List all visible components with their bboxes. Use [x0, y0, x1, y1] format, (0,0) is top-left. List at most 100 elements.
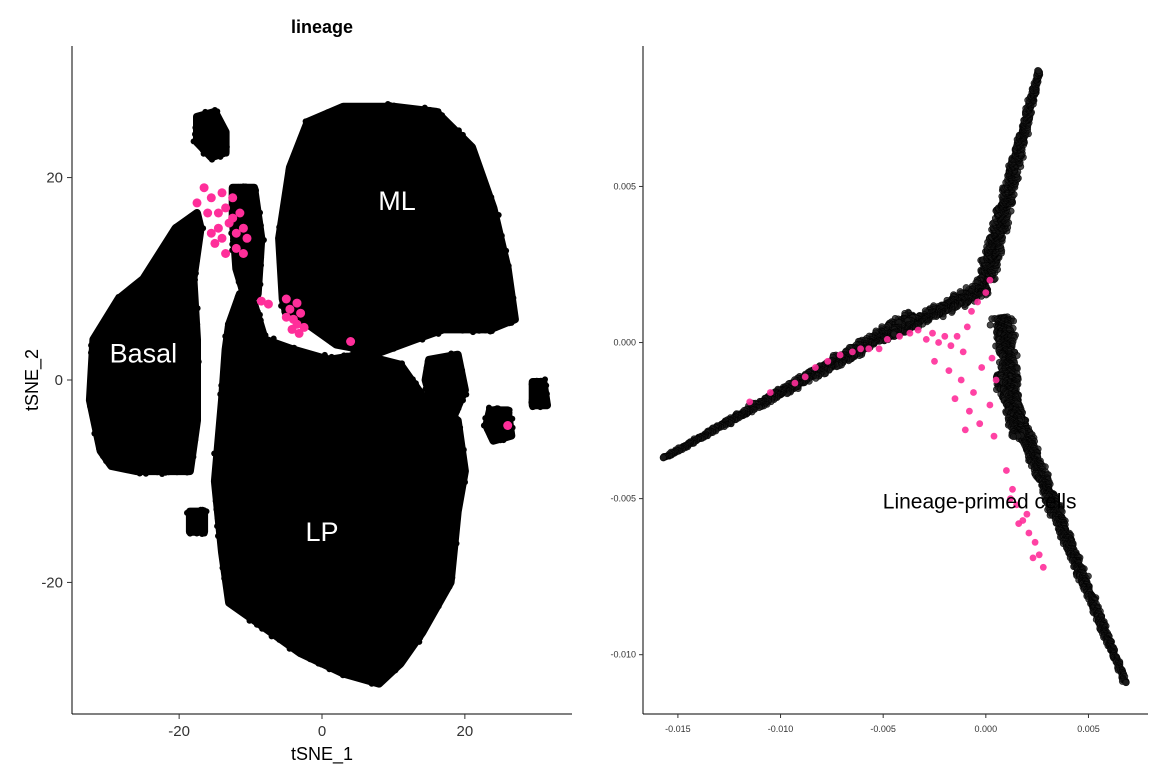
cell-point	[278, 219, 285, 226]
cell-point	[88, 349, 94, 356]
cell-point	[300, 133, 307, 140]
cell-point	[455, 127, 462, 134]
cell-point	[91, 408, 98, 415]
y-tick-label: 20	[46, 170, 63, 187]
cell-point	[498, 232, 505, 239]
primed-cell-point	[256, 296, 266, 306]
cell-point	[194, 407, 201, 414]
cell-point	[233, 253, 240, 260]
cell-point	[257, 317, 264, 324]
primed-cell-point	[206, 228, 216, 238]
cell-point	[195, 122, 202, 129]
cell-point	[430, 399, 437, 406]
cell-point	[88, 372, 95, 379]
cell-point	[112, 307, 119, 314]
cell-point	[390, 345, 397, 352]
cell-point	[402, 653, 409, 659]
cell-point	[219, 556, 226, 563]
cell-point	[158, 247, 165, 253]
cell-point	[424, 616, 431, 623]
cell-point	[276, 258, 283, 265]
cell-point	[280, 289, 286, 296]
cell-point	[446, 583, 453, 590]
cell-point	[195, 358, 202, 365]
cell-point	[453, 509, 460, 516]
cell-point	[367, 105, 374, 111]
cell-point	[128, 467, 135, 474]
y-axis-title: tSNE_2	[22, 349, 43, 411]
cell-point	[219, 541, 226, 548]
cell-point	[509, 415, 516, 422]
cell-point	[451, 527, 458, 534]
cell-point	[406, 337, 413, 343]
cell-point	[394, 661, 401, 668]
cell-point	[510, 295, 517, 301]
cell-point	[285, 177, 291, 184]
cell-point	[258, 241, 265, 248]
cell-point	[385, 360, 391, 366]
cell-point	[353, 105, 360, 112]
cell-point	[317, 113, 323, 120]
cell-point	[106, 312, 113, 319]
cell-point	[102, 320, 109, 327]
cell-point	[144, 268, 151, 275]
cell-point	[215, 461, 222, 468]
cell-point	[193, 398, 200, 405]
cell-point	[92, 423, 99, 430]
cell-point	[457, 424, 464, 431]
x-tick-label: 0	[318, 723, 326, 740]
cell-point	[279, 274, 286, 281]
primed-cell-point	[213, 208, 223, 218]
cell-point	[221, 360, 228, 367]
trajectory-point-layer	[659, 67, 1130, 687]
cell-point	[507, 290, 514, 297]
cell-point	[218, 419, 224, 426]
cell-point	[190, 313, 197, 319]
cluster-label: Basal	[110, 339, 178, 369]
cell-point	[498, 242, 505, 249]
cell-point	[212, 468, 219, 475]
cell-point	[279, 280, 285, 287]
cell-point	[377, 104, 384, 110]
cell-point	[194, 349, 201, 356]
cell-point	[437, 597, 444, 603]
primed-cell-point	[206, 193, 216, 203]
cell-point	[423, 373, 430, 380]
cell-point	[357, 675, 364, 682]
primed-cell-point	[235, 208, 245, 218]
cell-point	[215, 533, 221, 539]
cell-point	[492, 218, 499, 225]
cell-point	[506, 275, 513, 282]
cell-point	[203, 111, 210, 118]
cell-point	[264, 338, 271, 345]
cell-point	[347, 105, 354, 112]
cell-point	[336, 667, 342, 674]
cell-point	[460, 137, 467, 144]
primed-cell-point	[203, 208, 213, 218]
cell-point	[227, 328, 234, 335]
cell-point	[457, 492, 464, 499]
cell-point	[211, 450, 218, 457]
cell-point	[87, 396, 94, 403]
cell-point	[257, 281, 264, 288]
cell-point	[986, 321, 994, 329]
cell-point	[450, 124, 456, 131]
cell-point	[348, 351, 355, 358]
cell-point	[253, 621, 260, 628]
cell-point	[435, 603, 442, 610]
cell-point	[487, 326, 494, 333]
cell-point	[252, 203, 259, 210]
cell-point	[453, 429, 459, 435]
cell-point	[176, 465, 183, 472]
cell-point	[222, 355, 229, 362]
cell-point	[194, 337, 200, 344]
cell-point	[87, 403, 94, 410]
cell-point	[416, 638, 423, 645]
cell-point	[355, 342, 362, 348]
cell-point	[194, 380, 200, 386]
cell-point	[232, 304, 239, 311]
cell-point	[501, 256, 508, 262]
primed-cell-point	[285, 304, 295, 314]
cell-point	[435, 404, 442, 411]
